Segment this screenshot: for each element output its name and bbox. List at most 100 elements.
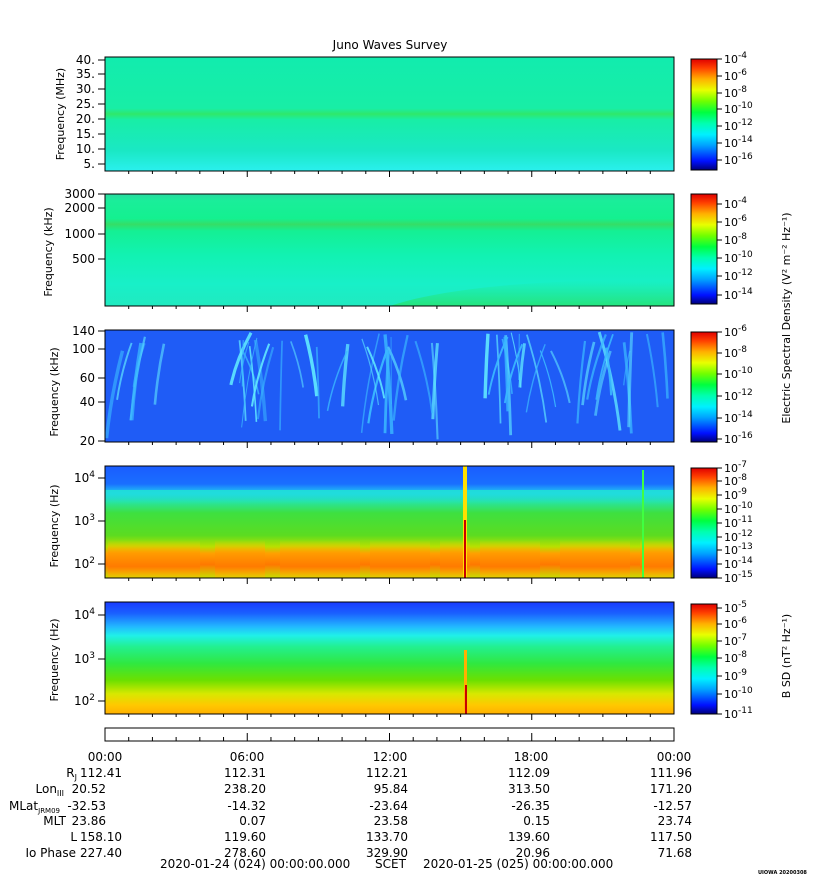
cb4-tick-label-4: 10-11 xyxy=(724,515,753,530)
eph-label-rj-main: R xyxy=(66,766,74,780)
eph-l-1: 119.60 xyxy=(224,830,266,844)
p3-emission-streak-13 xyxy=(250,343,271,407)
panel-2-yticks: 500 1000 2000 3000 xyxy=(64,187,105,266)
cb5-tick-6: 10-5 xyxy=(717,600,747,615)
p1-ytick-label-2: 15. xyxy=(76,127,95,141)
p5-ytick-exp-2: 4 xyxy=(89,607,95,617)
cb2-tick-1: 10-12 xyxy=(717,268,753,283)
eph-label-mlat-main: MLat xyxy=(9,799,38,813)
x-tick-label-3: 18:00 xyxy=(514,750,549,764)
panel-4-yticks: 102 103 104 xyxy=(74,470,105,571)
uiowa-stamp: UIOWA 20200308 xyxy=(758,870,807,876)
eph-label-rj-sub: J xyxy=(74,773,77,782)
cb2-tick-4: 10-6 xyxy=(717,214,747,229)
panel-1-spectrogram xyxy=(105,57,674,171)
eph-rj-1: 112.31 xyxy=(224,766,266,780)
eph-rj-0: 112.41 xyxy=(80,766,122,780)
cb3-tick-0: 10-16 xyxy=(717,431,753,446)
p3-ytick-2: 60 xyxy=(80,371,105,385)
ephemeris-table: RJ 112.41 112.31 112.21 112.09 111.96 Lo… xyxy=(9,766,692,860)
eph-lon-4: 171.20 xyxy=(650,782,692,796)
electric-colorbar-label: Electric Spectral Density (V² m⁻² Hz⁻¹) xyxy=(780,212,793,423)
panel-3-emissions xyxy=(104,331,669,440)
p3-emission-streak-37 xyxy=(495,334,502,424)
eph-io-3: 20.96 xyxy=(516,846,550,860)
p2-ytick-0: 500 xyxy=(72,252,105,266)
time-mid-scet: SCET xyxy=(375,857,407,871)
panel-5-spectrogram xyxy=(105,602,674,714)
eph-io-0: 227.40 xyxy=(80,846,122,860)
p3-emission-streak-15 xyxy=(248,346,258,422)
p4-burst-1 xyxy=(215,540,265,578)
eph-mlt-4: 23.74 xyxy=(658,814,692,828)
eph-label-lon-sub: III xyxy=(57,789,64,798)
time-axis-ticks xyxy=(104,171,675,741)
cb1-tick-label-3: 10-10 xyxy=(724,101,753,116)
cb4-tick-2: 10-13 xyxy=(717,542,753,557)
colorbar-3-ticks: 10-16 10-14 10-12 10-10 10-8 10-6 xyxy=(717,324,753,446)
cb3-tick-label-3: 10-10 xyxy=(724,366,753,381)
cb3-tick-5: 10-6 xyxy=(717,324,747,339)
eph-io-2: 329.90 xyxy=(366,846,408,860)
p3-emission-streak-33 xyxy=(414,340,434,414)
p1-ytick-label-1: 10. xyxy=(76,142,95,156)
p3-emission-streak-8 xyxy=(238,340,247,421)
cb1-tick-label-4: 10-8 xyxy=(724,85,747,100)
cb3-tick-label-2: 10-12 xyxy=(724,388,753,403)
p4-ytick-exp-2: 4 xyxy=(89,470,95,480)
p5-ytick-label-2: 104 xyxy=(74,607,95,622)
cb1-tick-6: 10-4 xyxy=(717,51,747,66)
panel-1-yticks: 5. 10. 15. 20. 25. 30. 35. 40. xyxy=(76,53,105,171)
p4-burst-0 xyxy=(108,540,200,578)
cb5-tick-label-4: 10-7 xyxy=(724,633,747,648)
cb3-tick-2: 10-12 xyxy=(717,388,753,403)
p3-emission-streak-11 xyxy=(315,346,320,419)
eph-mlat-1: -14.32 xyxy=(227,799,266,813)
p1-ytick-1: 10. xyxy=(76,142,105,156)
cb4-tick-0: 10-15 xyxy=(717,570,753,585)
cb5-tick-label-2: 10-9 xyxy=(724,668,747,683)
p1-ytick-label-0: 5. xyxy=(84,157,95,171)
eph-label-lon-main: Lon xyxy=(36,782,57,796)
p4-ytick-label-2: 104 xyxy=(74,470,95,485)
p3-emission-streak-39 xyxy=(525,334,548,423)
cb3-tick-label-1: 10-14 xyxy=(724,410,753,425)
cb2-tick-label-5: 10-4 xyxy=(724,196,747,211)
cb4-tick-7: 10-8 xyxy=(717,473,747,488)
cb3-tick-label-0: 10-16 xyxy=(724,431,753,446)
eph-rj-2: 112.21 xyxy=(366,766,408,780)
eph-label-lon: LonIII xyxy=(36,782,65,798)
eph-row-l: L 158.10 119.60 133.70 139.60 117.50 xyxy=(70,830,692,844)
cb1-tick-3: 10-10 xyxy=(717,101,753,116)
colorbar-1 xyxy=(690,58,718,171)
eph-lon-3: 313.50 xyxy=(508,782,550,796)
eph-label-rj: RJ xyxy=(66,766,77,782)
p3-emission-streak-17 xyxy=(238,341,250,384)
p3-ytick-label-3: 100 xyxy=(72,342,95,356)
p5-ytick-exp-0: 2 xyxy=(89,693,95,703)
colorbar-3 xyxy=(690,331,718,443)
x-tick-label-0: 00:00 xyxy=(88,750,123,764)
p3-emission-streak-10 xyxy=(303,334,319,397)
p3-emission-streak-12 xyxy=(253,339,268,422)
p3-emission-streak-49 xyxy=(661,332,669,399)
p3-emission-streak-19 xyxy=(241,340,244,387)
p3-emission-streak-55 xyxy=(605,347,613,396)
p3-emission-streak-47 xyxy=(483,333,490,399)
p3-emission-streak-21 xyxy=(360,333,380,433)
p3-ytick-0: 20 xyxy=(80,434,105,448)
eph-rj-4: 111.96 xyxy=(650,766,692,780)
p4-burst-3 xyxy=(370,540,430,578)
colorbar-5 xyxy=(690,603,718,715)
eph-mlat-2: -23.64 xyxy=(369,799,408,813)
p2-ytick-label-1: 1000 xyxy=(64,227,95,241)
cb4-tick-5: 10-10 xyxy=(717,501,753,516)
p2-ytick-label-3: 3000 xyxy=(64,187,95,201)
cb5-tick-2: 10-9 xyxy=(717,668,747,683)
p3-emission-streak-42 xyxy=(539,350,557,408)
eph-label-io-phase: Io Phase xyxy=(25,846,76,860)
cb5-tick-label-6: 10-5 xyxy=(724,600,747,615)
p1-ytick-label-4: 25. xyxy=(76,97,95,111)
colorbar-5-ticks: 10-11 10-10 10-9 10-8 10-7 10-6 10-5 xyxy=(717,600,753,721)
p4-ytick-label-0: 102 xyxy=(74,556,95,571)
